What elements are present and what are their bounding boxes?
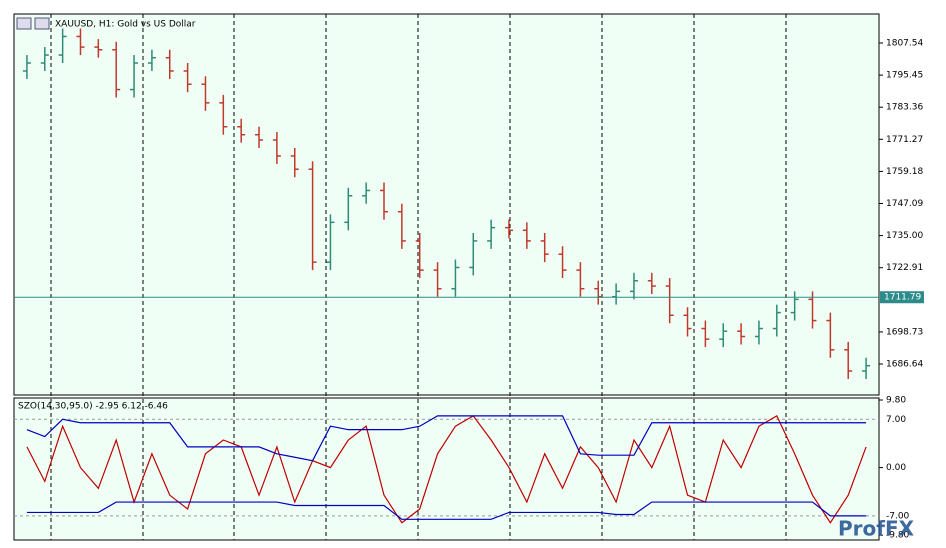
y-tick-label: 1783.36: [886, 103, 923, 113]
y-tick-label: 1686.64: [886, 360, 923, 370]
chart-title: XAUUSD, H1: Gold vs US Dollar: [55, 20, 196, 30]
y-tick-label: 0.00: [886, 463, 906, 473]
y-tick-label: 1735.00: [886, 231, 923, 241]
y-tick-label: 1795.45: [886, 71, 923, 81]
level-label: -7.00: [886, 511, 910, 521]
indicator-line: [26, 415, 867, 462]
y-tick-label: 1698.73: [886, 327, 923, 337]
y-tick-label: 1747.09: [886, 199, 923, 209]
price-panel: [13, 13, 880, 396]
indicator-line: [26, 501, 867, 520]
y-tick-label: -9.80: [886, 531, 910, 541]
watermark: ProfFX: [838, 517, 915, 541]
y-tick-label: 1771.27: [886, 135, 923, 145]
y-tick-label: 1722.91: [886, 263, 923, 273]
indicator-line: [26, 415, 867, 524]
last-price-box: [880, 291, 924, 304]
y-tick-label: 1759.18: [886, 167, 923, 177]
last-price-label: 1711.79: [884, 293, 921, 303]
day-separators: [50, 14, 787, 540]
y-tick-label: 9.80: [886, 396, 906, 406]
y-tick-label: 1807.54: [886, 38, 923, 48]
level-label: 7.00: [886, 415, 906, 425]
window-icons: [16, 17, 50, 30]
indicator-title: SZO(14,30,95.0) -2.95 6.12 -6.46: [18, 402, 168, 412]
